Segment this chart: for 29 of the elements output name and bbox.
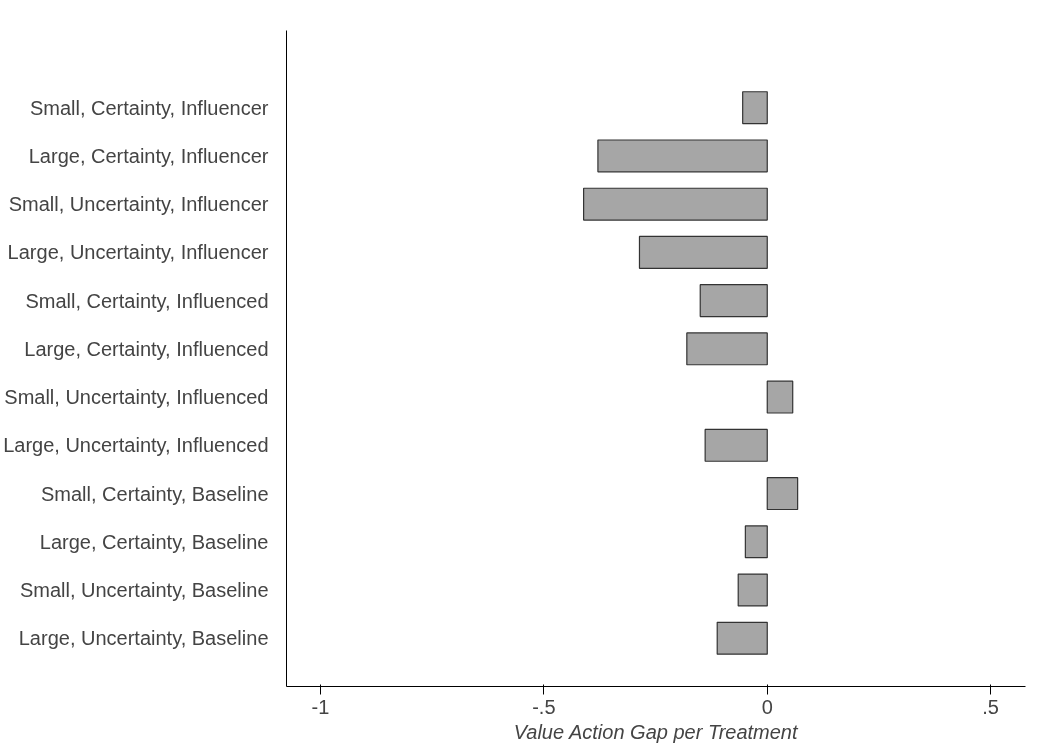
x-tick-label: .5 [982, 695, 999, 718]
x-tick-label: -.5 [532, 695, 556, 718]
y-tick-label: Large, Uncertainty, Baseline [18, 627, 269, 650]
bar [766, 380, 794, 414]
y-tick-label: Large, Uncertainty, Influencer [7, 241, 269, 264]
bar [737, 573, 768, 607]
bar [744, 525, 768, 559]
bar [699, 284, 768, 318]
y-tick-label: Small, Certainty, Influenced [25, 289, 269, 312]
y-tick-label: Large, Certainty, Influenced [24, 337, 269, 360]
bar [716, 621, 768, 655]
bar [704, 428, 768, 462]
y-tick-label: Small, Uncertainty, Baseline [19, 579, 269, 602]
y-tick-label: Small, Certainty, Influencer [29, 96, 269, 119]
x-tick-label: -1 [311, 695, 330, 718]
bar [638, 235, 768, 269]
y-tick-label: Large, Uncertainty, Influenced [3, 434, 269, 457]
y-tick-label: Small, Certainty, Baseline [41, 482, 269, 505]
y-tick-label: Small, Uncertainty, Influencer [8, 193, 269, 216]
bar [583, 187, 768, 221]
bar [686, 332, 768, 366]
y-tick-label: Small, Uncertainty, Influenced [4, 386, 269, 409]
y-tick-label: Large, Certainty, Baseline [39, 530, 269, 553]
bar [742, 91, 768, 125]
bar [766, 477, 799, 511]
bar [597, 139, 768, 173]
x-tick-label: 0 [761, 695, 773, 718]
y-tick-label: Large, Certainty, Influencer [28, 144, 269, 167]
x-axis-title: Value Action Gap per Treatment [513, 720, 799, 743]
